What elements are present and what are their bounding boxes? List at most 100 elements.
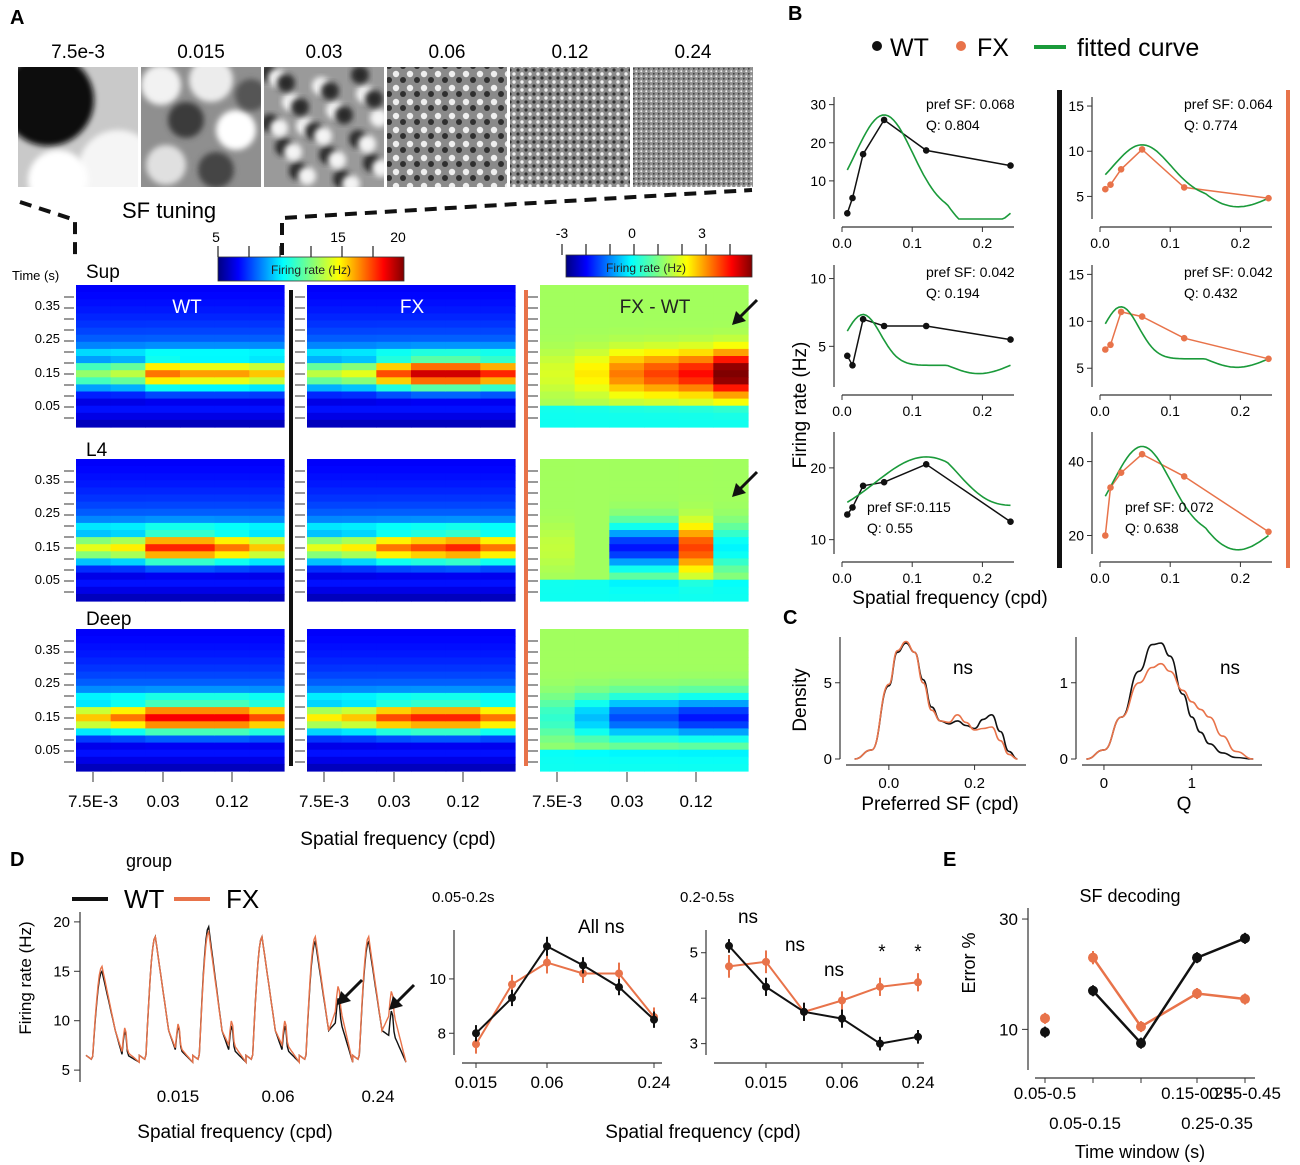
heatmap-cell xyxy=(445,391,481,400)
heatmap-cell xyxy=(480,508,516,517)
heatmap-cell xyxy=(180,749,216,758)
stimulus-blob xyxy=(335,106,353,124)
heatmap-cell xyxy=(249,459,285,467)
tuning-point xyxy=(1180,334,1188,342)
heatmap-cell xyxy=(644,544,680,552)
heatmap-cell xyxy=(76,334,112,343)
heatmap-cell xyxy=(713,544,749,552)
heatmap-cell xyxy=(713,735,749,744)
heatmap-cell xyxy=(540,391,576,400)
heatmap-cell xyxy=(76,678,112,687)
heatmap-y-tick-label: 0.15 xyxy=(35,365,60,380)
heatmap-cell xyxy=(540,537,576,545)
heatmap-cell xyxy=(307,714,343,722)
heatmap-cell xyxy=(307,292,343,300)
heatmap-cell xyxy=(540,685,576,694)
tuning-point xyxy=(922,322,930,330)
heatmap-cell xyxy=(214,537,250,545)
y-tick-label: 1 xyxy=(1060,675,1068,692)
heatmap-cell xyxy=(376,593,412,602)
heatmap-cell xyxy=(678,363,714,371)
heatmap-cell xyxy=(307,636,343,644)
heatmap-cell xyxy=(110,327,146,336)
heatmap-cell xyxy=(376,657,412,666)
heatmap-cell xyxy=(145,480,181,488)
colorbar-tick-label: 5 xyxy=(212,229,220,245)
heatmap-cell xyxy=(644,299,680,307)
heatmap-x-tick-label: 0.12 xyxy=(679,792,712,811)
heatmap-cell xyxy=(214,501,250,510)
panel-b-legend: WT FX fitted curve xyxy=(872,34,1199,62)
heatmap-cell xyxy=(341,544,377,552)
heatmap-cell xyxy=(376,685,412,694)
heatmap-cell xyxy=(145,515,181,524)
heatmap-cell xyxy=(678,487,714,496)
q-annotation: Q: 0.55 xyxy=(867,520,913,536)
heatmap-cell xyxy=(214,356,250,364)
heatmap-cell xyxy=(307,671,343,680)
heatmap-cell xyxy=(341,714,377,722)
pref-sf-annotation: pref SF: 0.042 xyxy=(926,264,1015,280)
heatmap-cell xyxy=(574,299,610,307)
heatmap-cell xyxy=(376,473,412,481)
heatmap-y-ticks xyxy=(295,470,305,593)
heatmap-cell xyxy=(480,405,516,414)
heatmap-cell xyxy=(376,391,412,400)
density-plot: 0 5 0.0 0.2 xyxy=(824,637,1026,792)
panel-d-right-title: 0.2-0.5s xyxy=(680,889,734,906)
heatmap-cell xyxy=(341,558,377,567)
heatmap-cell xyxy=(445,515,481,524)
heatmap-cell xyxy=(110,657,146,666)
heatmap-cell xyxy=(540,664,576,673)
heatmap-cell xyxy=(376,363,412,371)
heatmap-cell xyxy=(249,412,285,421)
heatmap-cell xyxy=(480,714,516,722)
heatmap-cell xyxy=(540,572,576,581)
heatmap-cell xyxy=(445,749,481,758)
heatmap-cell xyxy=(445,558,481,567)
heatmap-cell xyxy=(480,522,516,531)
heatmap-cell xyxy=(678,466,714,474)
heatmap-cell xyxy=(214,572,250,581)
heatmap-cell xyxy=(376,721,412,729)
heatmap-cell xyxy=(678,756,714,765)
heatmap-cell xyxy=(110,537,146,545)
y-tick-label: 15 xyxy=(53,963,70,980)
heatmap-cell xyxy=(574,707,610,715)
heatmap-cell xyxy=(574,629,610,637)
heatmap-cell xyxy=(678,643,714,651)
heatmap-cell xyxy=(341,356,377,364)
heatmap-cell xyxy=(376,494,412,503)
colorbar-gradient xyxy=(565,254,753,278)
heatmap-cell xyxy=(341,565,377,574)
q-annotation: Q: 0.774 xyxy=(1184,117,1238,133)
heatmap-cell xyxy=(180,629,216,637)
heatmap-cell xyxy=(145,391,181,400)
heatmap-cell xyxy=(249,629,285,637)
arrow-icon xyxy=(337,978,364,1005)
heatmap-cell xyxy=(574,671,610,680)
series-line xyxy=(1092,937,1246,1046)
heatmap-cell xyxy=(574,377,610,385)
tuning-point xyxy=(1138,146,1146,153)
panel-c-letter: C xyxy=(783,607,797,629)
heatmap-cell xyxy=(214,327,250,336)
heatmap-cell xyxy=(76,391,112,400)
heatmap-cell xyxy=(713,565,749,574)
heatmap-cell xyxy=(341,522,377,531)
heatmap-cell xyxy=(376,700,412,708)
heatmap-cell xyxy=(341,320,377,329)
pref-sf-annotation: pref SF: 0.042 xyxy=(1184,264,1273,280)
heatmap-cell xyxy=(76,572,112,581)
heatmap-cell xyxy=(249,515,285,524)
pref-sf-annotation: pref SF: 0.068 xyxy=(926,96,1015,112)
heatmap-cell xyxy=(249,700,285,708)
data-point xyxy=(725,941,733,950)
heatmap-cell xyxy=(445,494,481,503)
heatmap-cell xyxy=(145,714,181,722)
heatmap-cell xyxy=(341,341,377,350)
heatmap-cell xyxy=(376,341,412,350)
tuning-line xyxy=(1104,453,1269,536)
heatmap-cell xyxy=(110,341,146,350)
heatmap-cell xyxy=(180,714,216,722)
